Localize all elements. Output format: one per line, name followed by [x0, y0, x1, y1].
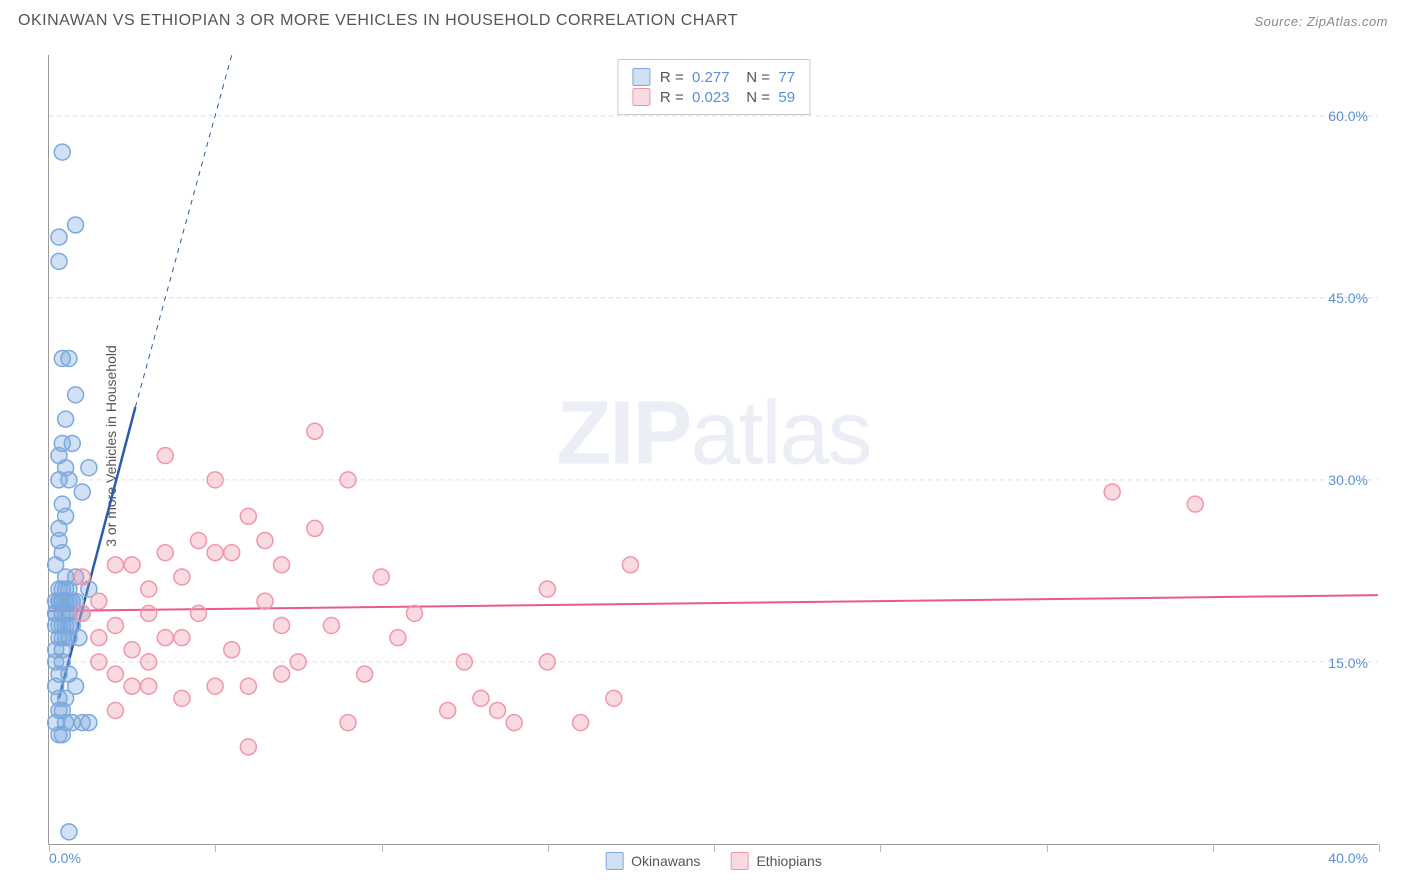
plot-area: ZIPatlas R = 0.277 N = 77 R = [48, 55, 1378, 845]
legend-swatch-ethiopians [632, 88, 650, 106]
y-tick-label: 45.0% [1328, 290, 1368, 306]
chart-title: OKINAWAN VS ETHIOPIAN 3 OR MORE VEHICLES… [18, 12, 738, 30]
y-tick-label: 30.0% [1328, 472, 1368, 488]
legend-swatch-okinawans [632, 68, 650, 86]
legend-row-okinawans: R = 0.277 N = 77 [632, 68, 795, 86]
legend-item-ethiopians: Ethiopians [730, 852, 821, 870]
x-tick-label: 40.0% [1328, 850, 1368, 866]
source-attribution: Source: ZipAtlas.com [1254, 14, 1388, 29]
title-bar: OKINAWAN VS ETHIOPIAN 3 OR MORE VEHICLES… [18, 12, 1388, 30]
legend-swatch-ethiopians-bottom [730, 852, 748, 870]
legend-row-ethiopians: R = 0.023 N = 59 [632, 88, 795, 106]
legend-swatch-okinawans-bottom [605, 852, 623, 870]
scatter-svg [49, 55, 1378, 844]
y-tick-label: 15.0% [1328, 655, 1368, 671]
correlation-legend: R = 0.277 N = 77 R = 0.023 N = 59 [617, 59, 810, 115]
legend-stats-ethiopians: R = 0.023 N = 59 [660, 89, 795, 106]
legend-item-okinawans: Okinawans [605, 852, 700, 870]
legend-label-okinawans: Okinawans [631, 853, 700, 869]
series-legend: Okinawans Ethiopians [605, 852, 822, 870]
chart-container: OKINAWAN VS ETHIOPIAN 3 OR MORE VEHICLES… [0, 0, 1406, 892]
legend-stats-okinawans: R = 0.277 N = 77 [660, 69, 795, 86]
x-tick-label: 0.0% [49, 850, 81, 866]
y-tick-label: 60.0% [1328, 108, 1368, 124]
legend-label-ethiopians: Ethiopians [756, 853, 821, 869]
